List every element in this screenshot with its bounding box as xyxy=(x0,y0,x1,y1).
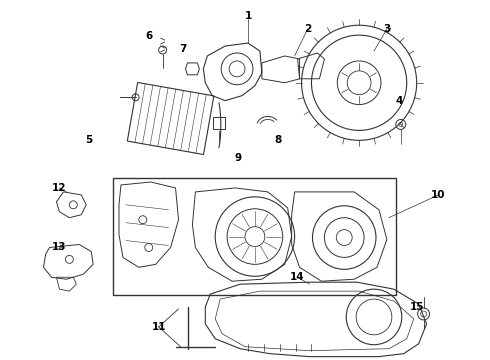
Text: 4: 4 xyxy=(395,96,402,105)
Text: 12: 12 xyxy=(52,183,67,193)
Text: 15: 15 xyxy=(410,302,424,312)
Text: 13: 13 xyxy=(52,243,67,252)
Text: 9: 9 xyxy=(235,153,242,163)
Text: 10: 10 xyxy=(431,190,446,200)
Text: 5: 5 xyxy=(86,135,93,145)
Text: 8: 8 xyxy=(274,135,281,145)
Text: 1: 1 xyxy=(245,11,251,21)
Text: 11: 11 xyxy=(151,322,166,332)
Text: 6: 6 xyxy=(145,31,152,41)
Text: 7: 7 xyxy=(179,44,186,54)
Bar xyxy=(113,178,396,295)
Text: 3: 3 xyxy=(383,24,391,34)
Bar xyxy=(213,117,225,129)
Text: 14: 14 xyxy=(290,272,305,282)
Text: 2: 2 xyxy=(304,24,311,34)
